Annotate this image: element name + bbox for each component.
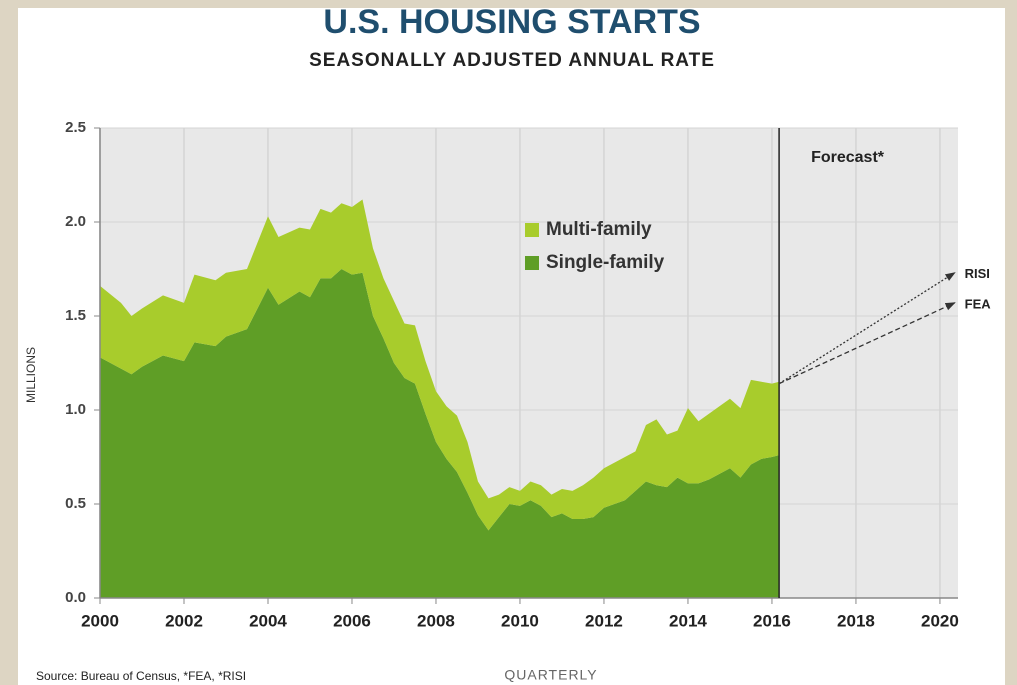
forecast-label: Forecast* bbox=[811, 149, 885, 166]
forecast-name: FEA bbox=[965, 296, 992, 311]
x-tick-label: 2014 bbox=[669, 611, 707, 630]
y-axis-label: MILLIONS bbox=[24, 347, 38, 403]
x-tick-label: 2010 bbox=[501, 611, 539, 630]
y-tick-label: 0.0 bbox=[65, 589, 86, 606]
y-tick-label: 2.5 bbox=[65, 119, 86, 136]
forecast-line bbox=[778, 272, 956, 385]
x-tick-label: 2006 bbox=[333, 611, 371, 630]
x-tick-label: 2018 bbox=[837, 611, 875, 630]
y-tick-label: 0.5 bbox=[65, 495, 86, 512]
source-note: Source: Bureau of Census, *FEA, *RISI bbox=[36, 669, 246, 683]
x-tick-label: 2016 bbox=[753, 611, 791, 630]
y-tick-label: 1.5 bbox=[65, 307, 86, 324]
legend-swatch bbox=[525, 223, 539, 237]
x-axis-label: QUARTERLY bbox=[504, 667, 597, 683]
x-tick-label: 2002 bbox=[165, 611, 203, 630]
x-tick-label: 2000 bbox=[81, 611, 119, 630]
x-tick-label: 2008 bbox=[417, 611, 455, 630]
legend-label: Single-family bbox=[546, 252, 665, 273]
x-tick-label: 2004 bbox=[249, 611, 287, 630]
x-tick-label: 2012 bbox=[585, 611, 623, 630]
legend-label: Multi-family bbox=[546, 219, 652, 240]
x-tick-label: 2020 bbox=[921, 611, 959, 630]
chart-subtitle: SEASONALLY ADJUSTED ANNUAL RATE bbox=[309, 50, 715, 71]
area bbox=[100, 269, 780, 598]
legend-swatch bbox=[525, 256, 539, 270]
chart-title: U.S. HOUSING STARTS bbox=[323, 3, 700, 41]
y-tick-label: 2.0 bbox=[65, 213, 86, 230]
forecast-line bbox=[778, 302, 956, 385]
y-tick-label: 1.0 bbox=[65, 401, 86, 418]
area bbox=[100, 199, 780, 531]
forecast-name: RISI bbox=[965, 266, 990, 281]
